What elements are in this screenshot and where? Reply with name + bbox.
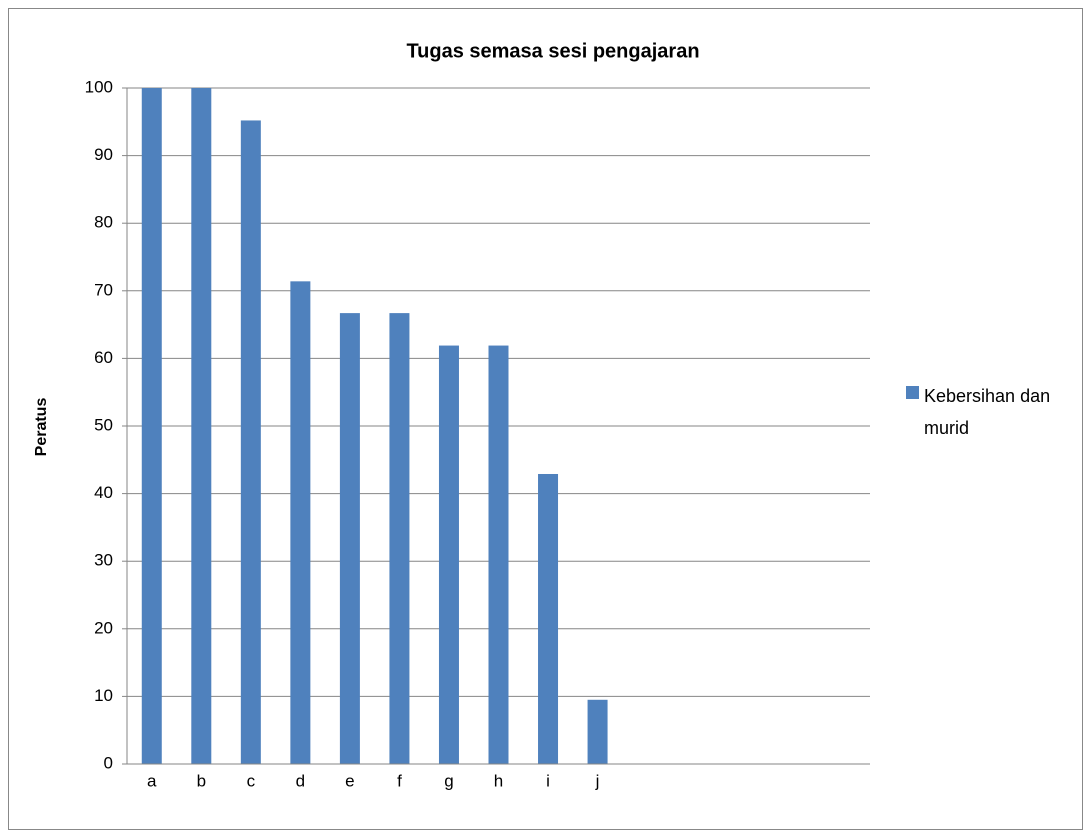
x-tick-label: d xyxy=(296,771,305,790)
y-tick-label: 10 xyxy=(94,686,113,705)
bar xyxy=(290,281,311,764)
y-tick-label: 0 xyxy=(104,753,113,772)
x-tick-label: a xyxy=(147,771,157,790)
y-tick-label: 20 xyxy=(94,618,113,637)
legend-label: Kebersihan dan murid xyxy=(924,386,1051,438)
x-tick-label: j xyxy=(595,771,600,790)
bar xyxy=(389,313,410,764)
bar xyxy=(141,88,162,764)
y-tick-label: 100 xyxy=(85,77,113,96)
bar xyxy=(438,345,459,764)
x-tick-label: e xyxy=(345,771,354,790)
y-tick-label: 40 xyxy=(94,483,113,502)
y-tick-label: 80 xyxy=(94,213,113,232)
legend-swatch xyxy=(906,386,919,399)
x-tick-label: b xyxy=(197,771,206,790)
y-tick-label: 90 xyxy=(94,145,113,164)
y-axis-label: Peratus xyxy=(33,398,50,457)
bar xyxy=(538,473,559,764)
bar xyxy=(191,88,212,764)
y-tick-label: 60 xyxy=(94,348,113,367)
x-tick-label: i xyxy=(546,771,550,790)
y-tick-label: 70 xyxy=(94,280,113,299)
chart-title: Tugas semasa sesi pengajaran xyxy=(406,40,699,62)
bar xyxy=(587,699,608,764)
y-tick-label: 30 xyxy=(94,551,113,570)
bar xyxy=(240,120,261,764)
bar xyxy=(488,345,509,764)
bar xyxy=(339,313,360,764)
x-tick-label: g xyxy=(444,771,453,790)
x-tick-label: c xyxy=(247,771,256,790)
y-tick-label: 50 xyxy=(94,415,113,434)
x-tick-label: f xyxy=(397,771,402,790)
x-tick-label: h xyxy=(494,771,503,790)
